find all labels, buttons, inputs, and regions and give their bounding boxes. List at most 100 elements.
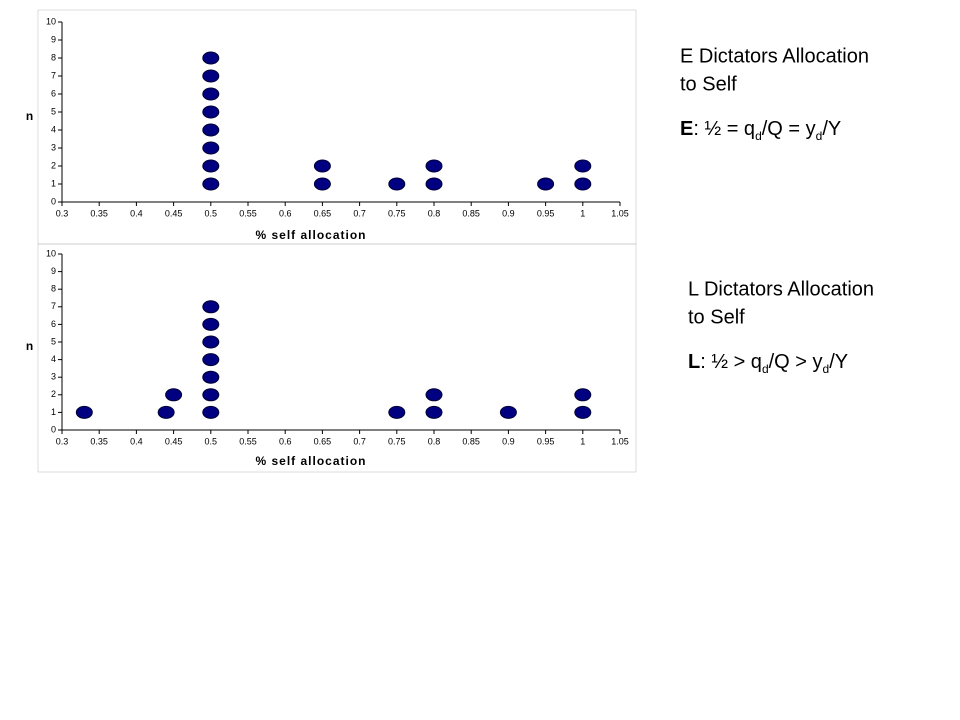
point xyxy=(574,388,592,402)
y-tick-label: 1 xyxy=(51,178,56,188)
formula-subscript: d xyxy=(762,362,769,376)
y-tick-label: 1 xyxy=(51,407,56,417)
point xyxy=(202,300,220,314)
formula-text: /Y xyxy=(822,118,841,140)
point xyxy=(202,105,220,119)
x-tick-label: 0.7 xyxy=(353,208,366,218)
formula-subscript: d xyxy=(755,129,762,143)
chart-title: L Dictators Allocation xyxy=(688,278,874,300)
x-tick-label: 0.4 xyxy=(130,208,143,218)
point xyxy=(202,177,220,191)
x-tick-label: 0.3 xyxy=(56,436,69,446)
point xyxy=(202,353,220,367)
point xyxy=(574,177,592,191)
x-tick-label: 0.95 xyxy=(537,208,555,218)
y-tick-label: 7 xyxy=(51,70,56,80)
y-tick-label: 0 xyxy=(51,196,56,206)
x-tick-label: 1 xyxy=(580,436,585,446)
x-tick-label: 0.75 xyxy=(388,436,406,446)
x-tick-label: 0.95 xyxy=(537,436,555,446)
point xyxy=(202,335,220,349)
x-tick-label: 0.45 xyxy=(165,436,183,446)
x-axis-label: % self allocation xyxy=(255,454,366,468)
point xyxy=(202,370,220,384)
y-tick-label: 9 xyxy=(51,34,56,44)
x-tick-label: 0.9 xyxy=(502,208,515,218)
point xyxy=(425,405,443,419)
point xyxy=(202,388,220,402)
y-tick-label: 0 xyxy=(51,424,56,434)
y-tick-label: 5 xyxy=(51,106,56,116)
y-tick-label: 10 xyxy=(46,248,56,258)
point xyxy=(165,388,183,402)
point xyxy=(574,405,592,419)
x-tick-label: 0.35 xyxy=(90,208,108,218)
point xyxy=(574,159,592,173)
x-tick-label: 0.6 xyxy=(279,208,292,218)
point xyxy=(202,123,220,137)
x-tick-label: 0.3 xyxy=(56,208,69,218)
formula-text: /Y xyxy=(829,351,848,373)
x-tick-label: 0.5 xyxy=(205,436,218,446)
point xyxy=(425,159,443,173)
y-tick-label: 6 xyxy=(51,88,56,98)
x-tick-label: 0.45 xyxy=(165,208,183,218)
point xyxy=(537,177,555,191)
x-tick-label: 0.75 xyxy=(388,208,406,218)
point xyxy=(202,69,220,83)
y-tick-label: 2 xyxy=(51,160,56,170)
x-tick-label: 0.85 xyxy=(462,436,480,446)
y-tick-label: 4 xyxy=(51,354,56,364)
x-tick-label: 0.4 xyxy=(130,436,143,446)
point xyxy=(425,388,443,402)
point xyxy=(388,177,406,191)
chart-frame xyxy=(37,243,637,473)
x-tick-label: 0.8 xyxy=(428,436,441,446)
x-tick-label: 0.85 xyxy=(462,208,480,218)
y-tick-label: 8 xyxy=(51,52,56,62)
formula-lead: E xyxy=(680,118,693,140)
formula-subscript: d xyxy=(823,362,830,376)
formula-text: /Q = y xyxy=(762,118,816,140)
y-tick-label: 7 xyxy=(51,301,56,311)
x-tick-label: 0.55 xyxy=(239,208,257,218)
x-tick-label: 0.65 xyxy=(314,208,332,218)
point xyxy=(202,405,220,419)
y-tick-label: 5 xyxy=(51,336,56,346)
chart-title: to Self xyxy=(680,73,737,95)
y-tick-label: 6 xyxy=(51,319,56,329)
point xyxy=(425,177,443,191)
formula-text: : ½ > q xyxy=(700,351,762,373)
point xyxy=(75,405,93,419)
x-tick-label: 1.05 xyxy=(611,208,629,218)
formula: E: ½ = qd/Q = yd/Y xyxy=(680,118,841,143)
y-tick-label: 4 xyxy=(51,124,56,134)
formula: L: ½ > qd/Q > yd/Y xyxy=(688,351,848,376)
x-tick-label: 0.65 xyxy=(314,436,332,446)
point xyxy=(388,405,406,419)
point xyxy=(499,405,517,419)
y-tick-label: 10 xyxy=(46,16,56,26)
x-tick-label: 0.6 xyxy=(279,436,292,446)
y-axis-label: n xyxy=(26,339,34,353)
chart-title: E Dictators Allocation xyxy=(680,45,869,67)
point xyxy=(202,141,220,155)
point xyxy=(202,317,220,331)
chart-title: to Self xyxy=(688,306,745,328)
point xyxy=(202,51,220,65)
formula-lead: L xyxy=(688,351,700,373)
formula-text: /Q > y xyxy=(769,351,823,373)
formula-subscript: d xyxy=(816,129,823,143)
y-tick-label: 3 xyxy=(51,372,56,382)
point xyxy=(202,87,220,101)
x-tick-label: 0.9 xyxy=(502,436,515,446)
y-tick-label: 2 xyxy=(51,389,56,399)
x-tick-label: 0.8 xyxy=(428,208,441,218)
y-tick-label: 9 xyxy=(51,266,56,276)
x-tick-label: 1.05 xyxy=(611,436,629,446)
point xyxy=(202,159,220,173)
y-tick-label: 3 xyxy=(51,142,56,152)
x-axis-label: % self allocation xyxy=(255,228,366,242)
point xyxy=(313,159,331,173)
